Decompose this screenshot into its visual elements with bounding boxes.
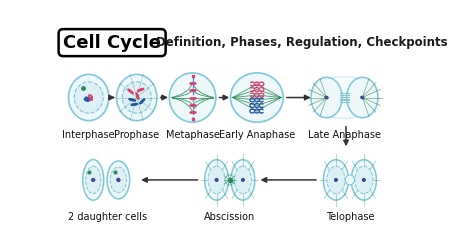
Ellipse shape <box>345 175 355 185</box>
Ellipse shape <box>355 166 373 194</box>
Ellipse shape <box>110 167 127 193</box>
Ellipse shape <box>230 73 283 122</box>
Ellipse shape <box>351 160 376 200</box>
Ellipse shape <box>74 82 103 113</box>
Ellipse shape <box>234 166 252 194</box>
Text: Interphase: Interphase <box>63 130 115 140</box>
Ellipse shape <box>323 160 348 200</box>
Text: Definition, Phases, Regulation, Checkpoints: Definition, Phases, Regulation, Checkpoi… <box>156 36 448 49</box>
Ellipse shape <box>86 166 101 194</box>
Ellipse shape <box>231 160 255 200</box>
Ellipse shape <box>107 161 130 199</box>
Ellipse shape <box>327 166 345 194</box>
Ellipse shape <box>122 82 151 113</box>
Text: Prophase: Prophase <box>114 130 159 140</box>
Ellipse shape <box>169 73 216 122</box>
Text: Late Anaphase: Late Anaphase <box>308 130 381 140</box>
Text: Cell Cycle: Cell Cycle <box>63 34 161 52</box>
Ellipse shape <box>311 77 342 118</box>
Text: Early Anaphase: Early Anaphase <box>219 130 295 140</box>
Text: Metaphase: Metaphase <box>165 130 219 140</box>
Ellipse shape <box>117 74 157 121</box>
Text: Telophase: Telophase <box>326 212 374 222</box>
Ellipse shape <box>312 77 377 119</box>
Text: 2 daughter cells: 2 daughter cells <box>68 212 147 222</box>
Ellipse shape <box>205 160 228 200</box>
Ellipse shape <box>83 159 104 200</box>
Ellipse shape <box>69 74 109 121</box>
Ellipse shape <box>208 166 225 194</box>
Text: Abscission: Abscission <box>204 212 255 222</box>
Ellipse shape <box>225 175 235 185</box>
Ellipse shape <box>346 77 378 118</box>
